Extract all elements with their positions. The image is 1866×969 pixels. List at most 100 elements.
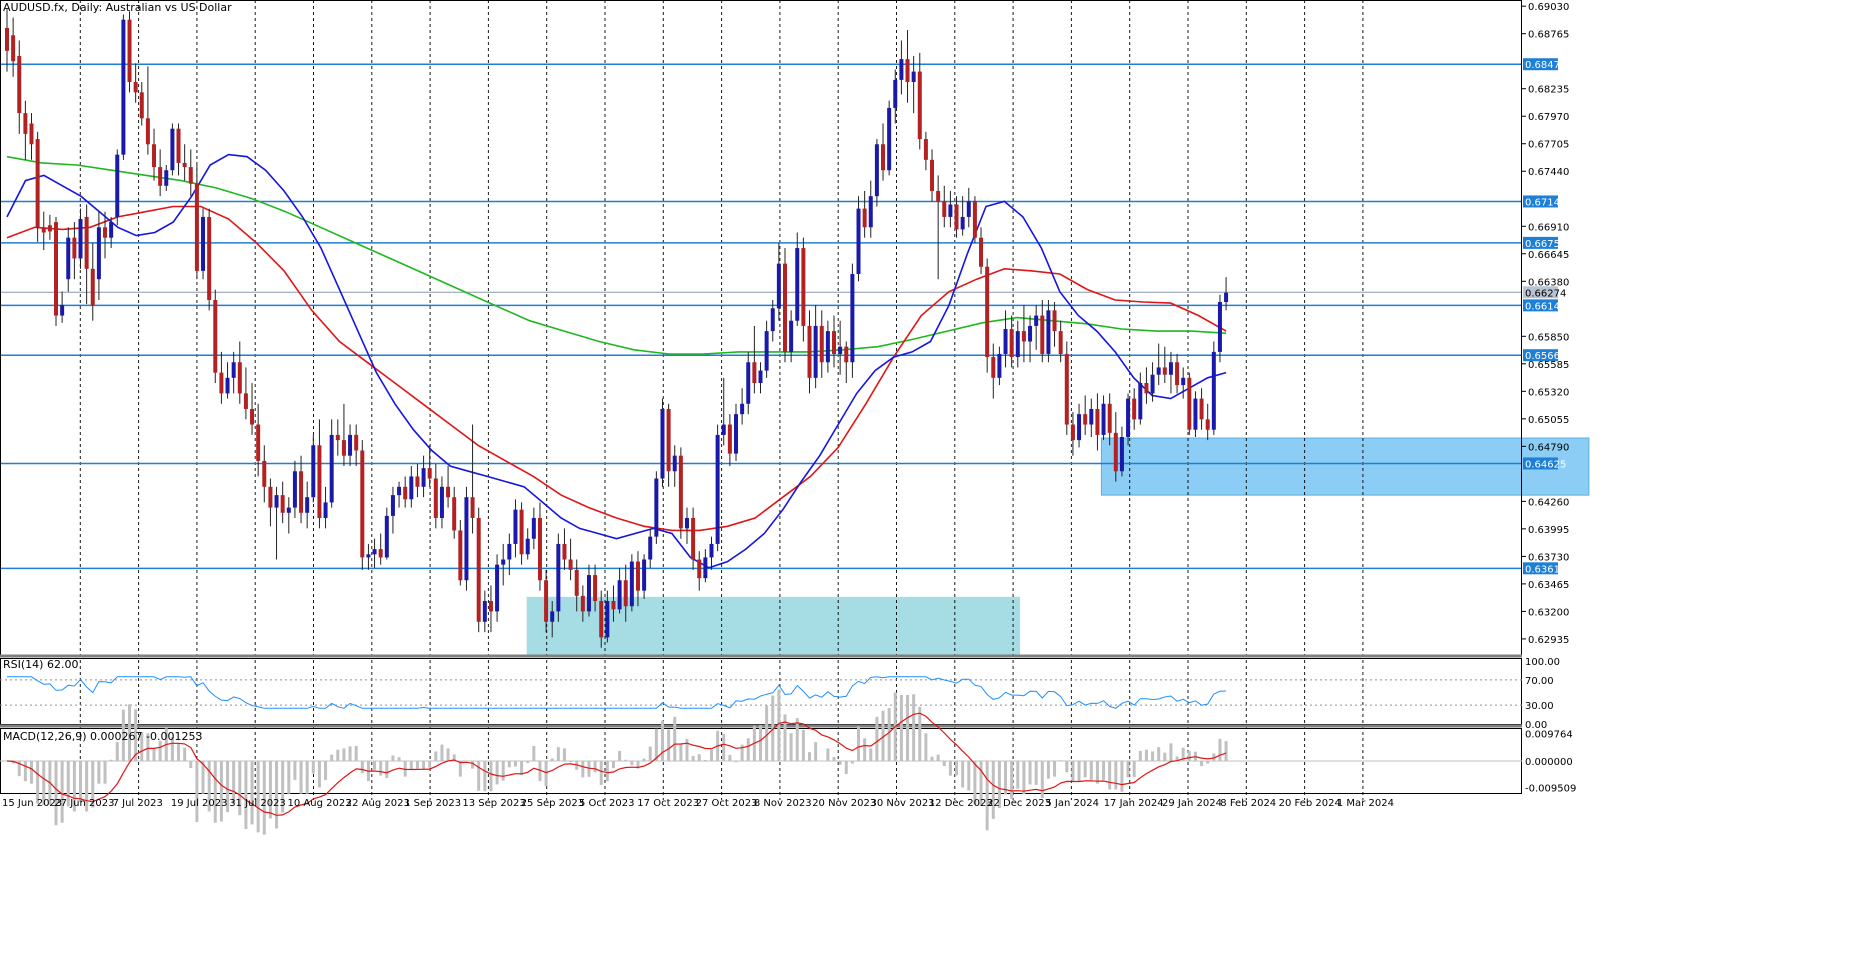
candle-body — [519, 509, 524, 555]
rsi-tick: 30.00 — [1525, 701, 1554, 712]
candle-body — [1064, 353, 1069, 425]
date-label: 25 Sep 2023 — [521, 798, 584, 809]
candle-body — [874, 144, 879, 197]
candle-body — [286, 507, 291, 513]
chart-title: AUDUSD.fx, Daily: Australian vs US Dolla… — [3, 1, 232, 14]
price-tick-label: 0.67970 — [1528, 112, 1569, 123]
date-label: 27 Oct 2023 — [696, 798, 758, 809]
candle-body — [574, 569, 579, 596]
candle-body — [495, 564, 500, 612]
candle-body — [158, 167, 163, 186]
candle-body — [1224, 292, 1229, 303]
candle-body — [776, 263, 781, 309]
level-label: 0.64625 — [1525, 459, 1566, 470]
price-tick-label: 0.64790 — [1528, 442, 1569, 453]
candle-body — [1040, 315, 1045, 354]
candle-body — [899, 59, 904, 80]
candle-body — [954, 204, 959, 230]
candle-body — [1021, 331, 1026, 342]
candle-body — [268, 486, 273, 508]
candle-body — [985, 266, 990, 358]
candle-body — [403, 486, 408, 500]
candle-body — [1162, 367, 1167, 375]
candle-body — [231, 362, 236, 378]
candle-body — [770, 308, 775, 332]
candle-body — [721, 424, 726, 435]
candle-body — [250, 408, 255, 425]
date-label: 15 Jun 2023 — [2, 798, 62, 809]
candle-body — [966, 201, 971, 217]
candle-body — [1009, 329, 1014, 358]
candle-body — [305, 497, 310, 513]
candle-body — [1107, 403, 1112, 433]
level-label: 0.63615 — [1525, 564, 1566, 575]
date-label: 1 Sep 2023 — [404, 798, 461, 809]
rsi-panel: 100.00 70.00 30.00 0.00 — [0, 657, 1560, 731]
candle-body — [219, 372, 224, 394]
candle-body — [139, 92, 144, 119]
price-tick-label: 0.63730 — [1528, 552, 1569, 563]
candle-body — [256, 424, 261, 461]
candle-body — [905, 59, 910, 82]
candle-body — [972, 201, 977, 238]
candle-body — [366, 554, 371, 558]
candle-body — [225, 377, 230, 394]
candle-body — [458, 530, 463, 581]
candle-body — [311, 445, 316, 498]
candle-body — [299, 471, 304, 513]
level-tag — [1523, 195, 1558, 208]
date-label: 20 Nov 2023 — [812, 798, 876, 809]
candle-body — [850, 274, 855, 363]
candle-body — [446, 486, 451, 498]
ma-mid-line — [6, 205, 1227, 532]
level-tag — [1523, 457, 1558, 470]
candle-body — [1150, 374, 1155, 394]
date-label: 22 Aug 2023 — [346, 798, 410, 809]
candle-body — [23, 113, 28, 134]
candle-body — [501, 559, 506, 565]
candle-body — [372, 549, 377, 555]
candle-body — [893, 79, 898, 108]
candle-body — [78, 219, 83, 259]
candle-body — [488, 601, 493, 612]
candle-body — [758, 370, 763, 384]
candle-body — [90, 268, 95, 306]
candle-body — [623, 580, 628, 607]
candle-body — [746, 362, 751, 404]
candle-body — [1034, 315, 1039, 326]
candle-body — [152, 144, 157, 168]
price-tick-label: 0.66910 — [1528, 222, 1569, 233]
candle-body — [783, 263, 788, 352]
candle-body — [997, 353, 1002, 378]
price-tick-label: 0.67705 — [1528, 140, 1569, 151]
candle-body — [942, 201, 947, 217]
candle-body — [1211, 351, 1216, 430]
price-tick-label: 0.68235 — [1528, 85, 1569, 96]
level-tag — [1523, 562, 1558, 575]
candle-body — [764, 331, 769, 371]
candle-body — [599, 601, 604, 638]
candle-body — [378, 549, 383, 558]
candle-body — [482, 601, 487, 622]
candle-body — [1070, 424, 1075, 441]
candle-body — [537, 517, 542, 581]
candle-body — [176, 128, 181, 163]
rsi-label: RSI(14) 62.00 — [3, 658, 78, 671]
candle-body — [5, 27, 9, 51]
candle-body — [648, 536, 653, 560]
candle-body — [525, 538, 530, 555]
candle-body — [709, 543, 714, 558]
candle-body — [593, 575, 598, 602]
candle-body — [923, 139, 928, 160]
candle-body — [580, 595, 585, 612]
candle-body — [96, 227, 101, 280]
macd-label: MACD(12,26,9) 0.000267 -0.001253 — [3, 730, 202, 743]
price-tick-label: 0.69030 — [1528, 2, 1569, 13]
candle-body — [1217, 302, 1222, 352]
candle-body — [470, 497, 475, 518]
candle-body — [1089, 408, 1094, 425]
ma-slow-line — [6, 155, 1227, 355]
candle-body — [1003, 329, 1008, 354]
candle-body — [1168, 362, 1173, 375]
date-label: 12 Dec 2023 — [929, 798, 993, 809]
